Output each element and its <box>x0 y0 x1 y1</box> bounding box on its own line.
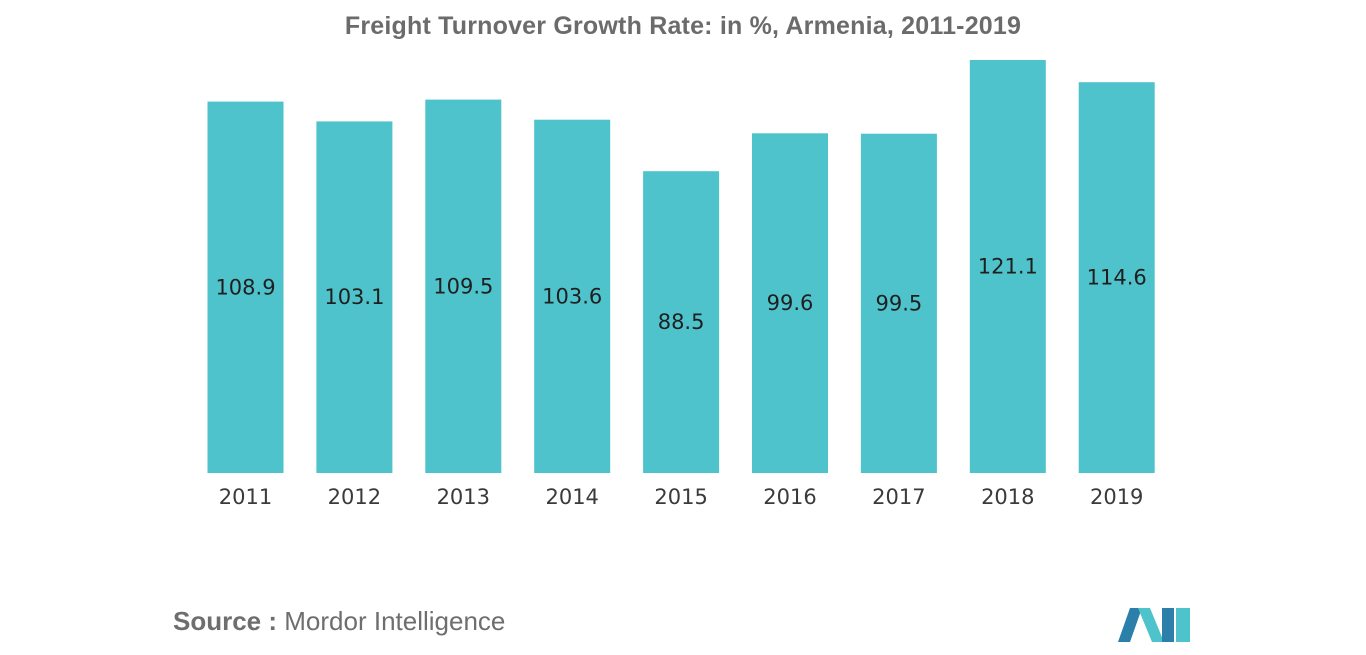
source-label: Source : <box>173 606 278 636</box>
bar-value-label-2015: 88.5 <box>658 310 705 334</box>
bar-value-label-2016: 99.6 <box>767 291 814 315</box>
bar-2019 <box>1078 82 1155 473</box>
logo-middle-stroke <box>1138 608 1164 642</box>
logo-right-stroke <box>1162 608 1174 642</box>
x-tick-label-2014: 2014 <box>545 485 598 509</box>
bar-2014 <box>534 119 611 473</box>
bar-2013 <box>425 99 502 473</box>
bar-2018 <box>969 60 1046 473</box>
x-axis-tick-labels: 2011 2012 2013 2014 2015 2016 2017 2018 2019 <box>219 485 1144 509</box>
bar-value-label-2011: 108.9 <box>215 275 275 299</box>
bar-value-label-2018: 121.1 <box>978 255 1038 279</box>
x-tick-label-2013: 2013 <box>437 485 490 509</box>
bars-layer <box>207 60 1155 474</box>
bar-value-label-2017: 99.5 <box>876 291 923 315</box>
logo-left-stroke <box>1118 608 1142 642</box>
bar-chart: 108.9 103.1 109.5 103.6 88.5 99.6 99.5 121.1 114… <box>207 60 1155 509</box>
x-tick-label-2019: 2019 <box>1090 485 1143 509</box>
bar-value-label-2019: 114.6 <box>1087 266 1147 290</box>
bar-2017 <box>860 133 937 473</box>
bar-2015 <box>643 171 720 473</box>
bar-2012 <box>316 121 393 474</box>
x-tick-label-2017: 2017 <box>872 485 925 509</box>
x-tick-label-2018: 2018 <box>981 485 1034 509</box>
x-tick-label-2011: 2011 <box>219 485 272 509</box>
logo-right-accent <box>1176 608 1190 642</box>
bar-value-label-2012: 103.1 <box>324 285 384 309</box>
value-labels-layer: 108.9 103.1 109.5 103.6 88.5 99.6 99.5 121.1 114… <box>215 255 1146 335</box>
source-attribution: Source : Mordor Intelligence <box>173 606 505 637</box>
bar-value-label-2013: 109.5 <box>433 274 493 298</box>
mordor-intelligence-logo-icon <box>1118 608 1190 642</box>
x-tick-label-2012: 2012 <box>328 485 381 509</box>
bar-2011 <box>207 101 284 473</box>
bar-value-label-2014: 103.6 <box>542 284 602 308</box>
bar-2016 <box>752 133 828 474</box>
chart-title: Freight Turnover Growth Rate: in %, Arme… <box>344 12 1022 40</box>
x-tick-label-2015: 2015 <box>654 485 707 509</box>
x-tick-label-2016: 2016 <box>763 485 816 509</box>
source-name: Mordor Intelligence <box>284 606 506 636</box>
